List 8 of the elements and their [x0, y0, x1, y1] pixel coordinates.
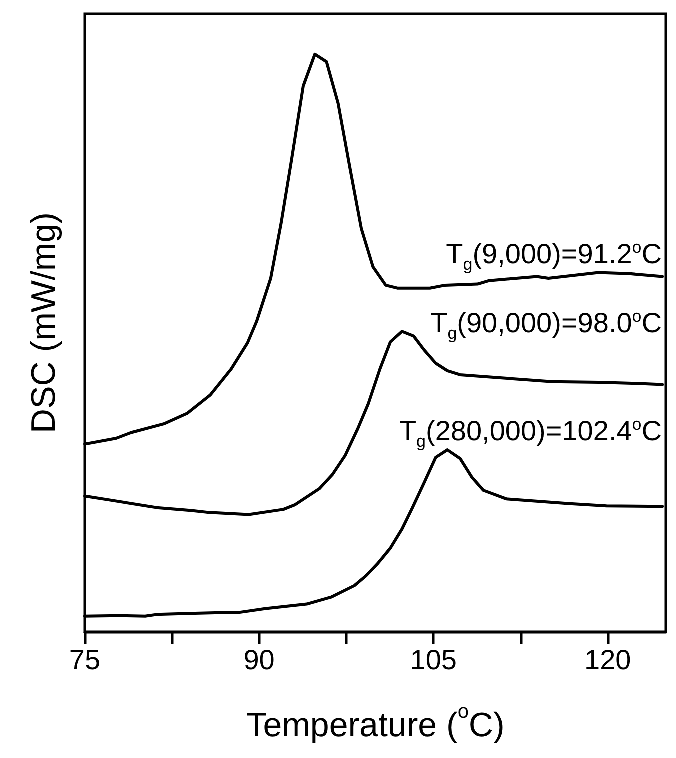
annotation: T$_{g}$(280,000)=102.4$^{o}$C: [399, 414, 662, 453]
annotation: T$_{g}$(9,000)=91.2$^{o}$C: [446, 236, 662, 276]
y-axis-title: DSC (mW/mg): [25, 212, 63, 434]
annotation: T$_{g}$(90,000)=98.0$^{o}$C: [430, 306, 662, 346]
x-tick-label: 90: [244, 644, 275, 676]
x-tick-label: 105: [410, 644, 457, 676]
x-tick-label: 75: [69, 644, 101, 676]
x-tick-label: 120: [584, 644, 632, 676]
